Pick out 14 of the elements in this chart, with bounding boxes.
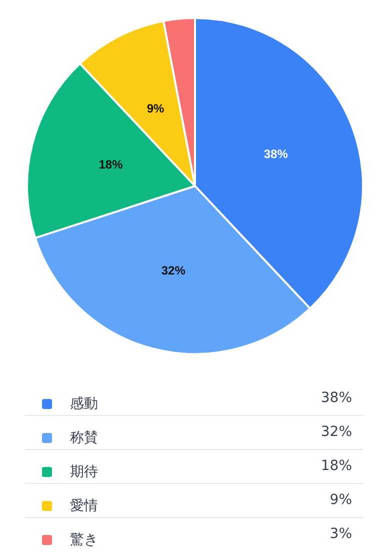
text: 32% [320, 424, 352, 440]
legend-label: 感動 [70, 396, 98, 412]
legend-label: 驚き [70, 532, 98, 548]
legend-label: 称賛 [70, 430, 98, 446]
data-label: 9% [146, 101, 165, 116]
data-label: 38% [264, 146, 288, 161]
text: 18% [320, 458, 352, 474]
data-label: 3% [330, 526, 352, 542]
data-label: 32% [161, 263, 186, 278]
legend-label: 期待 [70, 464, 98, 480]
text: 38% [320, 390, 352, 406]
legend-label: 愛情 [70, 498, 98, 514]
data-label: 18% [98, 157, 124, 172]
text: 9% [330, 492, 352, 508]
